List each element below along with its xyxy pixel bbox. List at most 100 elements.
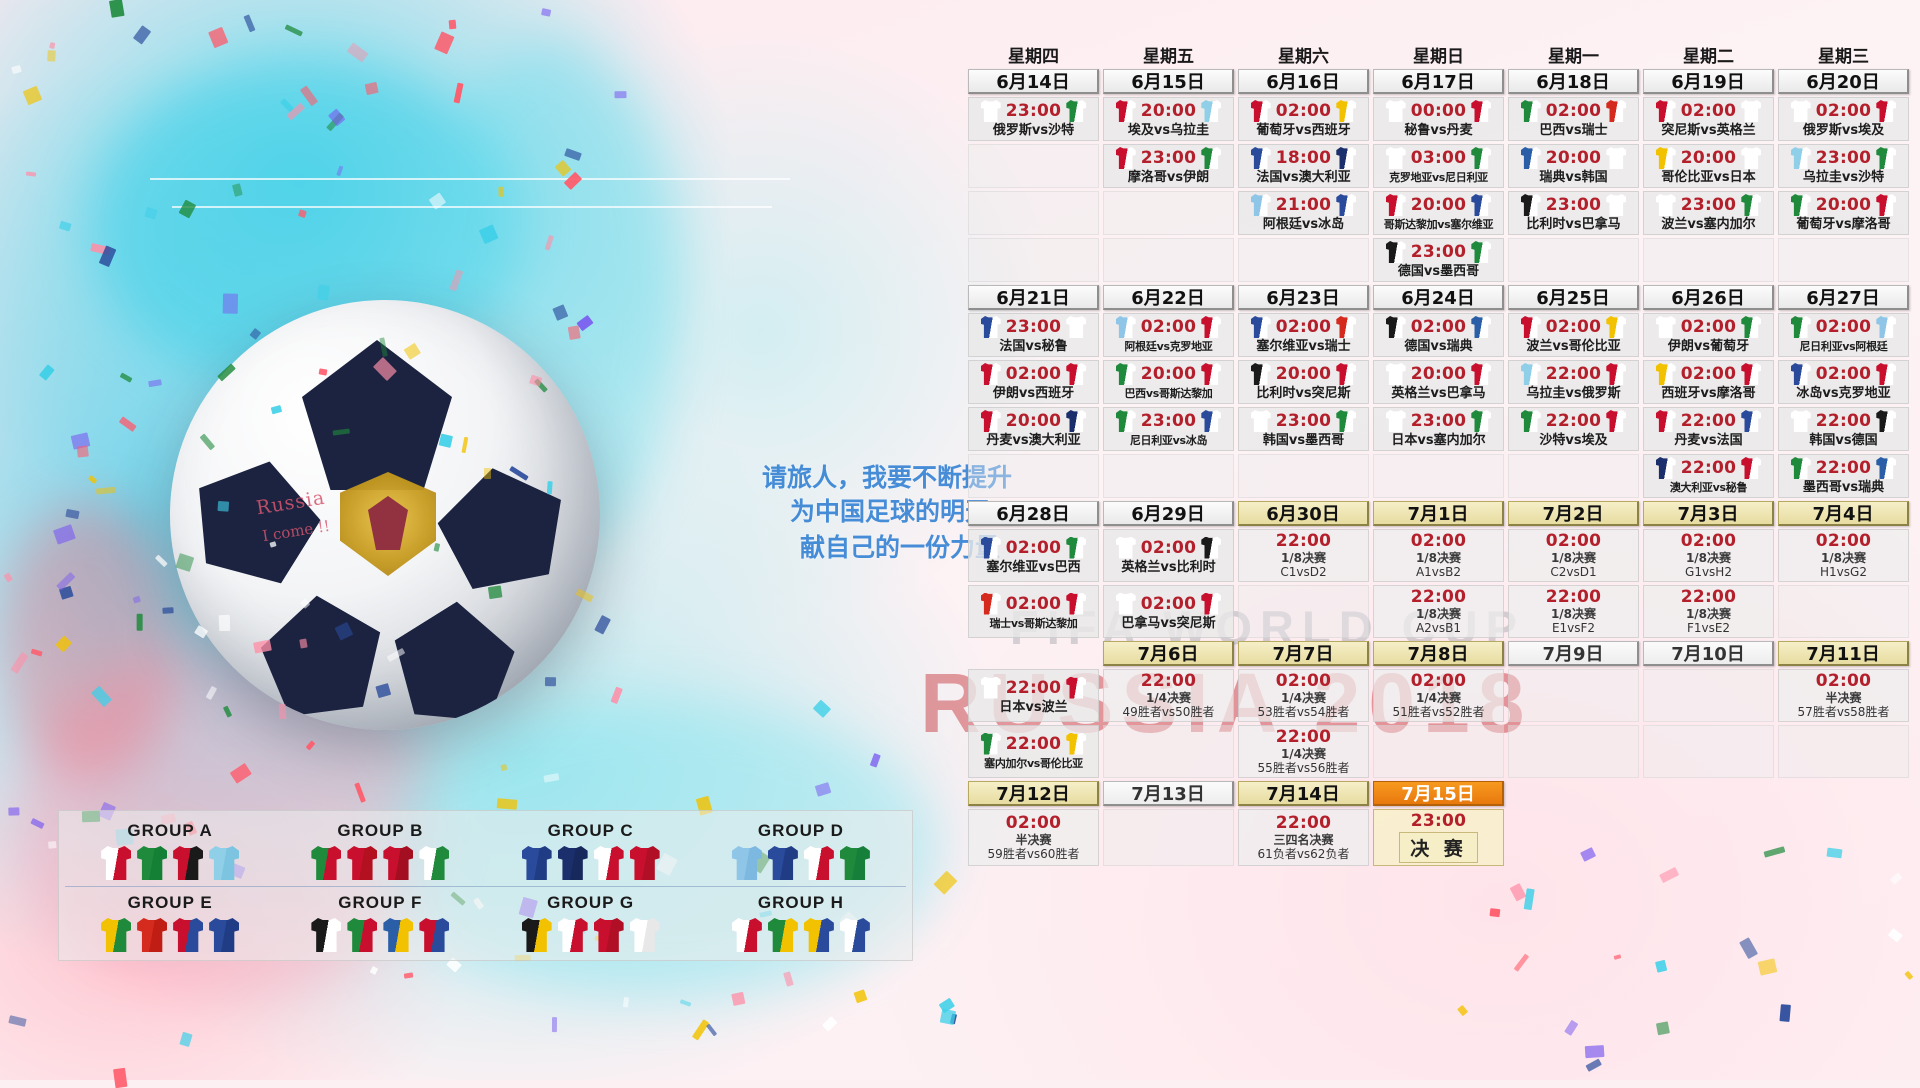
- date-cell[interactable]: 6月14日: [968, 69, 1099, 94]
- match-cell[interactable]: 20:00 葡萄牙vs摩洛哥: [1778, 191, 1909, 235]
- match-cell[interactable]: 02:00 塞尔维亚vs瑞士: [1238, 313, 1369, 357]
- match-cell[interactable]: 22:00 乌拉圭vs俄罗斯: [1508, 360, 1639, 404]
- date-cell[interactable]: 6月23日: [1238, 285, 1369, 310]
- date-cell[interactable]: 7月7日: [1238, 641, 1369, 666]
- match-cell[interactable]: 02:00 尼日利亚vs阿根廷: [1778, 313, 1909, 357]
- date-cell[interactable]: 6月21日: [968, 285, 1099, 310]
- match-cell[interactable]: 02:00 英格兰vs比利时: [1103, 529, 1234, 582]
- date-cell[interactable]: 6月24日: [1373, 285, 1504, 310]
- date-cell[interactable]: 7月1日: [1373, 501, 1504, 526]
- knockout-match-cell[interactable]: 22:00 1/8决赛 F1vsE2: [1643, 585, 1774, 638]
- match-cell[interactable]: 23:00 日本vs塞内加尔: [1373, 407, 1504, 451]
- knockout-match-cell[interactable]: 22:00 1/8决赛 E1vsF2: [1508, 585, 1639, 638]
- date-cell[interactable]: 7月13日: [1103, 781, 1234, 806]
- date-cell[interactable]: 7月12日: [968, 781, 1099, 806]
- match-cell[interactable]: 23:00 韩国vs墨西哥: [1238, 407, 1369, 451]
- knockout-match-cell[interactable]: 22:00 1/4决赛 55胜者vs56胜者: [1238, 725, 1369, 778]
- match-cell[interactable]: 02:00 瑞士vs哥斯达黎加: [968, 585, 1099, 638]
- match-cell[interactable]: 23:00 波兰vs塞内加尔: [1643, 191, 1774, 235]
- match-cell[interactable]: 02:00 冰岛vs克罗地亚: [1778, 360, 1909, 404]
- match-cell[interactable]: 18:00 法国vs澳大利亚: [1238, 144, 1369, 188]
- match-cell[interactable]: 02:00 巴拿马vs突尼斯: [1103, 585, 1234, 638]
- match-cell[interactable]: 02:00 突尼斯vs英格兰: [1643, 97, 1774, 141]
- match-cell[interactable]: 20:00 比利时vs突尼斯: [1238, 360, 1369, 404]
- match-cell[interactable]: 20:00 丹麦vs澳大利亚: [968, 407, 1099, 451]
- match-cell[interactable]: 23:00 法国vs秘鲁: [968, 313, 1099, 357]
- match-cell[interactable]: 22:00 塞内加尔vs哥伦比亚: [968, 725, 1099, 778]
- group-box-e[interactable]: GROUP E: [65, 889, 275, 954]
- match-cell[interactable]: 20:00 巴西vs哥斯达黎加: [1103, 360, 1234, 404]
- match-cell[interactable]: 00:00 秘鲁vs丹麦: [1373, 97, 1504, 141]
- match-cell[interactable]: 03:00 克罗地亚vs尼日利亚: [1373, 144, 1504, 188]
- match-cell[interactable]: 20:00 哥斯达黎加vs塞尔维亚: [1373, 191, 1504, 235]
- match-cell[interactable]: 23:00 尼日利亚vs冰岛: [1103, 407, 1234, 451]
- match-cell[interactable]: 20:00 埃及vs乌拉圭: [1103, 97, 1234, 141]
- knockout-match-cell[interactable]: 22:00 1/4决赛 49胜者vs50胜者: [1103, 669, 1234, 722]
- date-cell[interactable]: 6月22日: [1103, 285, 1234, 310]
- match-cell[interactable]: 02:00 波兰vs哥伦比亚: [1508, 313, 1639, 357]
- knockout-match-cell[interactable]: 22:00 1/8决赛 C1vsD2: [1238, 529, 1369, 582]
- date-cell[interactable]: 7月11日: [1778, 641, 1909, 666]
- match-cell[interactable]: 23:00 德国vs墨西哥: [1373, 238, 1504, 282]
- match-cell[interactable]: 22:00 沙特vs埃及: [1508, 407, 1639, 451]
- group-box-c[interactable]: GROUP C: [486, 817, 696, 882]
- match-cell[interactable]: 23:00 比利时vs巴拿马: [1508, 191, 1639, 235]
- group-box-h[interactable]: GROUP H: [696, 889, 906, 954]
- date-cell[interactable]: 6月16日: [1238, 69, 1369, 94]
- date-cell[interactable]: 7月3日: [1643, 501, 1774, 526]
- match-cell[interactable]: 22:00 日本vs波兰: [968, 669, 1099, 722]
- date-cell[interactable]: 6月25日: [1508, 285, 1639, 310]
- match-cell[interactable]: 02:00 西班牙vs摩洛哥: [1643, 360, 1774, 404]
- match-cell[interactable]: 02:00 巴西vs瑞士: [1508, 97, 1639, 141]
- knockout-match-cell[interactable]: 02:00 半决赛 57胜者vs58胜者: [1778, 669, 1909, 722]
- match-cell[interactable]: 02:00 阿根廷vs克罗地亚: [1103, 313, 1234, 357]
- group-box-g[interactable]: GROUP G: [486, 889, 696, 954]
- match-cell[interactable]: 20:00 哥伦比亚vs日本: [1643, 144, 1774, 188]
- match-cell[interactable]: 02:00 葡萄牙vs西班牙: [1238, 97, 1369, 141]
- date-cell[interactable]: 7月2日: [1508, 501, 1639, 526]
- group-box-d[interactable]: GROUP D: [696, 817, 906, 882]
- match-cell[interactable]: 22:00 韩国vs德国: [1778, 407, 1909, 451]
- match-cell[interactable]: 22:00 墨西哥vs瑞典: [1778, 454, 1909, 498]
- match-cell[interactable]: 23:00 乌拉圭vs沙特: [1778, 144, 1909, 188]
- knockout-match-cell[interactable]: 02:00 半决赛 59胜者vs60胜者: [968, 809, 1099, 866]
- group-box-b[interactable]: GROUP B: [275, 817, 485, 882]
- date-cell[interactable]: 7月9日: [1508, 641, 1639, 666]
- date-cell[interactable]: 6月20日: [1778, 69, 1909, 94]
- date-cell[interactable]: 6月29日: [1103, 501, 1234, 526]
- knockout-match-cell[interactable]: 02:00 1/8决赛 A1vsB2: [1373, 529, 1504, 582]
- knockout-match-cell[interactable]: 02:00 1/8决赛 G1vsH2: [1643, 529, 1774, 582]
- match-cell[interactable]: 02:00 伊朗vs西班牙: [968, 360, 1099, 404]
- match-cell[interactable]: 02:00 塞尔维亚vs巴西: [968, 529, 1099, 582]
- knockout-match-cell[interactable]: 02:00 1/4决赛 53胜者vs54胜者: [1238, 669, 1369, 722]
- match-cell[interactable]: 23:00 俄罗斯vs沙特: [968, 97, 1099, 141]
- match-cell[interactable]: 20:00 英格兰vs巴拿马: [1373, 360, 1504, 404]
- knockout-match-cell[interactable]: 22:00 三四名决赛 61负者vs62负者: [1238, 809, 1369, 866]
- date-cell[interactable]: 6月18日: [1508, 69, 1639, 94]
- date-cell[interactable]: 7月15日: [1373, 781, 1504, 806]
- knockout-match-cell[interactable]: 02:00 1/8决赛 H1vsG2: [1778, 529, 1909, 582]
- date-cell[interactable]: 7月8日: [1373, 641, 1504, 666]
- date-cell[interactable]: 6月19日: [1643, 69, 1774, 94]
- date-cell[interactable]: 7月10日: [1643, 641, 1774, 666]
- date-cell[interactable]: 7月4日: [1778, 501, 1909, 526]
- group-box-f[interactable]: GROUP F: [275, 889, 485, 954]
- match-cell[interactable]: 02:00 德国vs瑞典: [1373, 313, 1504, 357]
- group-box-a[interactable]: GROUP A: [65, 817, 275, 882]
- date-cell[interactable]: 6月28日: [968, 501, 1099, 526]
- date-cell[interactable]: 6月30日: [1238, 501, 1369, 526]
- knockout-match-cell[interactable]: 02:00 1/8决赛 C2vsD1: [1508, 529, 1639, 582]
- knockout-match-cell[interactable]: 02:00 1/4决赛 51胜者vs52胜者: [1373, 669, 1504, 722]
- match-cell[interactable]: 23:00 摩洛哥vs伊朗: [1103, 144, 1234, 188]
- match-cell[interactable]: 22:00 丹麦vs法国: [1643, 407, 1774, 451]
- final-match-cell[interactable]: 23:00 决 赛: [1373, 809, 1504, 866]
- match-cell[interactable]: 22:00 澳大利亚vs秘鲁: [1643, 454, 1774, 498]
- match-cell[interactable]: 21:00 阿根廷vs冰岛: [1238, 191, 1369, 235]
- match-cell[interactable]: 02:00 伊朗vs葡萄牙: [1643, 313, 1774, 357]
- date-cell[interactable]: 7月14日: [1238, 781, 1369, 806]
- match-cell[interactable]: 20:00 瑞典vs韩国: [1508, 144, 1639, 188]
- knockout-match-cell[interactable]: 22:00 1/8决赛 A2vsB1: [1373, 585, 1504, 638]
- date-cell[interactable]: 6月27日: [1778, 285, 1909, 310]
- date-cell[interactable]: 6月26日: [1643, 285, 1774, 310]
- date-cell[interactable]: 6月17日: [1373, 69, 1504, 94]
